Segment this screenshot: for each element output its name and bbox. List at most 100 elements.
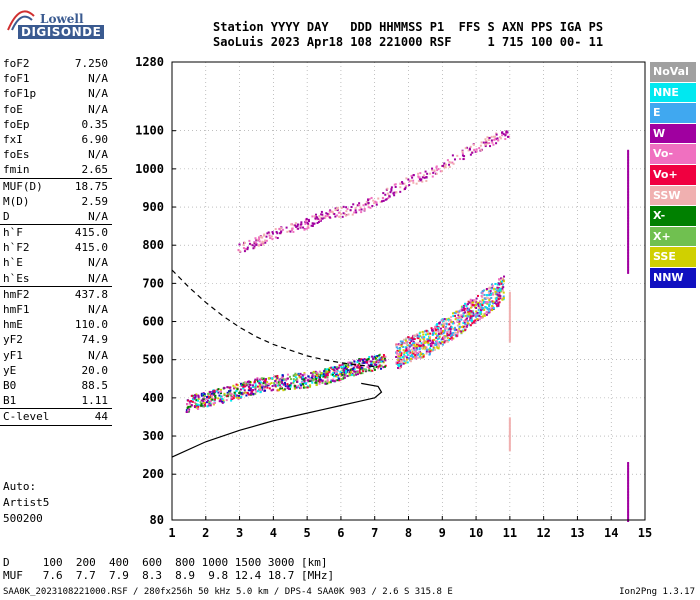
echo-point (264, 389, 267, 392)
echo-point (409, 338, 412, 341)
echo-point (492, 135, 495, 138)
echo-point (453, 333, 456, 336)
echo-point (338, 364, 341, 367)
echo-point (415, 357, 418, 360)
echo-point (498, 291, 501, 294)
echo-point (461, 150, 464, 153)
echo-point (247, 389, 250, 392)
param-name: B1 (3, 394, 17, 408)
echo-point (209, 404, 212, 407)
echo-point (471, 310, 474, 313)
echo-point (343, 373, 346, 376)
echo-point (332, 375, 335, 378)
echo-point (498, 278, 501, 281)
echo-point (431, 167, 434, 170)
echo-point (463, 325, 466, 328)
echo-point (238, 391, 241, 394)
echo-point (385, 198, 388, 201)
echo-point (326, 374, 329, 377)
echo-point (377, 365, 380, 368)
echo-point (212, 390, 215, 393)
echo-point (445, 340, 448, 343)
echo-point (402, 362, 405, 365)
vertical-trace-point (627, 486, 630, 489)
echo-point (490, 135, 493, 138)
vertical-trace-point (627, 267, 630, 270)
echo-point (421, 341, 424, 344)
echo-point (466, 313, 469, 316)
echo-point (220, 390, 223, 393)
echo-point (324, 215, 327, 218)
echo-point (394, 185, 397, 188)
echo-point (375, 358, 378, 361)
echo-point (474, 304, 477, 307)
echo-point (284, 383, 287, 386)
param-row: h`Es N/A (0, 271, 112, 286)
echo-point (494, 138, 497, 141)
echo-point (256, 377, 259, 380)
vertical-trace-point (627, 250, 630, 253)
echo-point (401, 340, 404, 343)
echo-point (497, 282, 500, 285)
vertical-trace-point (627, 515, 630, 518)
echo-point (408, 344, 411, 347)
echo-point (277, 383, 280, 386)
echo-point (383, 355, 386, 358)
echo-point (333, 369, 336, 372)
echo-point (234, 392, 237, 395)
echo-point (442, 324, 445, 327)
echo-point (294, 372, 297, 375)
echo-point (448, 165, 451, 168)
echo-point (494, 290, 497, 293)
echo-point (464, 147, 467, 150)
echo-point (276, 374, 279, 377)
echo-point (315, 381, 318, 384)
echo-point (406, 353, 409, 356)
vertical-trace-point (627, 207, 630, 210)
echo-point (446, 331, 449, 334)
echo-point (450, 320, 453, 323)
echo-point (471, 319, 474, 322)
echo-point (485, 143, 488, 146)
vertical-trace-point (627, 239, 630, 242)
echo-point (486, 301, 489, 304)
echo-point (449, 328, 452, 331)
echo-point (313, 222, 316, 225)
echo-point (317, 220, 320, 223)
echo-point (479, 306, 482, 309)
echo-point (481, 304, 484, 307)
echo-point (417, 172, 420, 175)
echo-point (405, 184, 408, 187)
echo-point (375, 365, 378, 368)
echo-point (361, 359, 364, 362)
echo-point (315, 377, 318, 380)
echo-point (436, 342, 439, 345)
echo-point (438, 323, 441, 326)
echo-point (200, 399, 203, 402)
echo-point (282, 378, 285, 381)
echo-point (476, 314, 479, 317)
echo-point (427, 337, 430, 340)
echo-point (282, 389, 285, 392)
echo-point (277, 381, 280, 384)
echo-point (355, 373, 358, 376)
echo-point (333, 213, 336, 216)
echo-point (439, 327, 442, 330)
echo-point (443, 331, 446, 334)
echo-point (261, 377, 264, 380)
vertical-trace-point (627, 158, 630, 161)
echo-point (414, 334, 417, 337)
echo-point (495, 292, 498, 295)
echo-point (346, 375, 349, 378)
echo-point (218, 400, 221, 403)
echo-point (207, 404, 210, 407)
echo-point (417, 342, 420, 345)
echo-point (344, 214, 347, 217)
vertical-trace-point (627, 509, 630, 512)
echo-point (347, 361, 350, 364)
echo-point (371, 204, 374, 207)
echo-point (398, 348, 401, 351)
echo-point (419, 338, 422, 341)
echo-point (467, 309, 470, 312)
echo-point (254, 237, 257, 240)
